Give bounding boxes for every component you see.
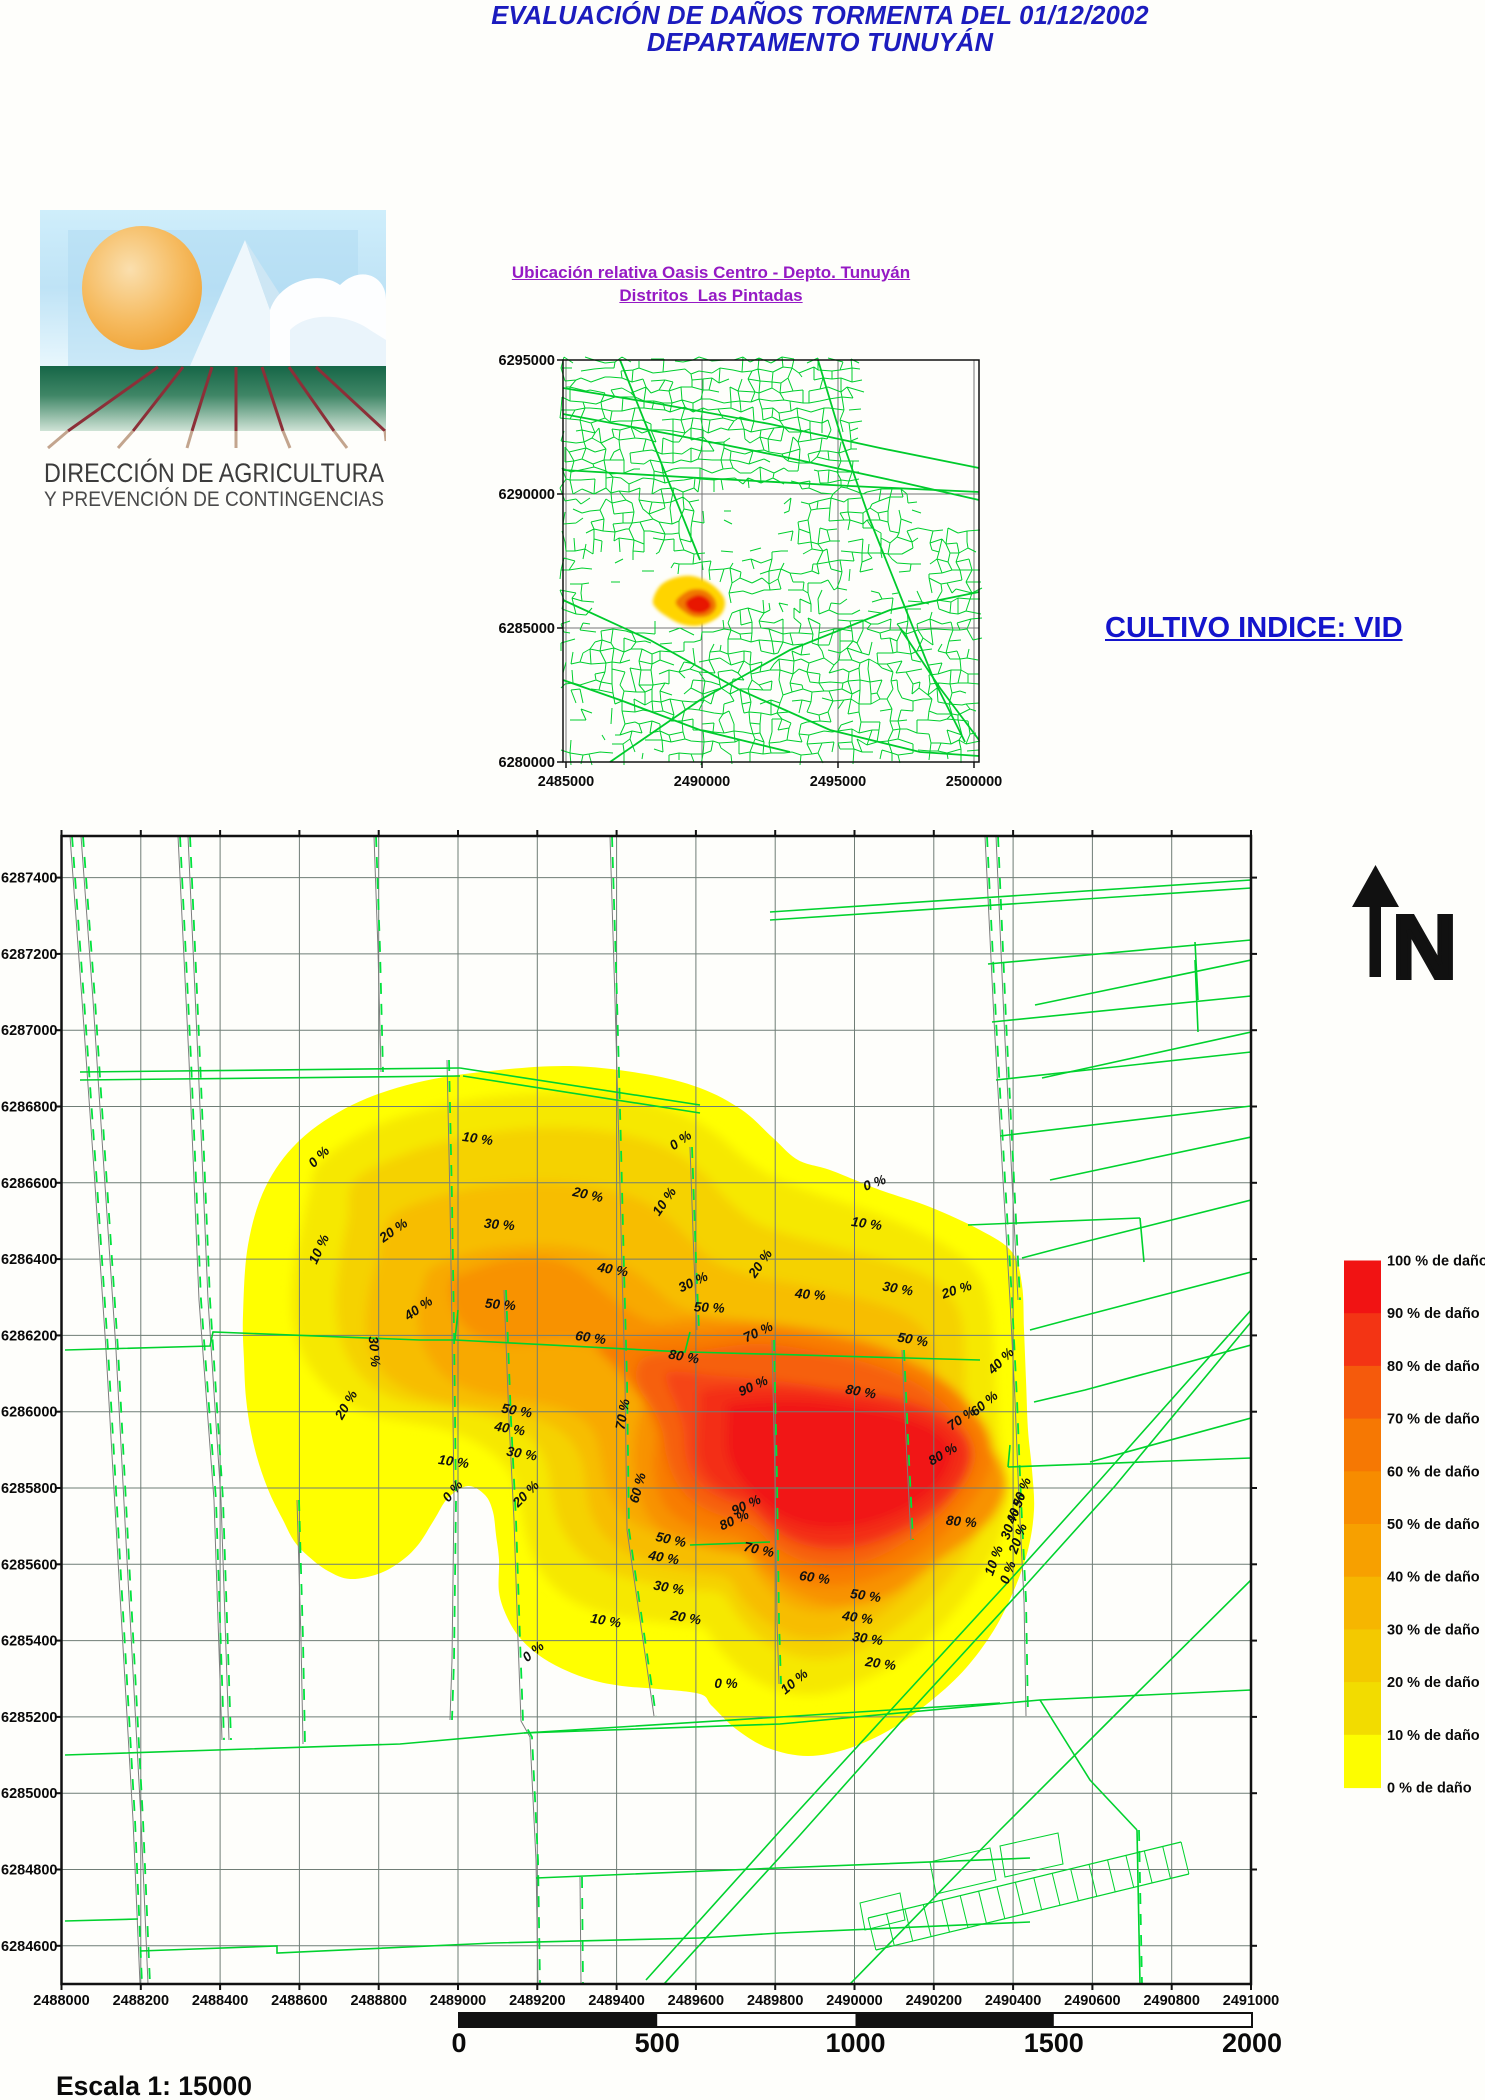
svg-text:40 %: 40 % <box>840 1608 874 1627</box>
svg-text:6286800: 6286800 <box>1 1100 57 1116</box>
svg-text:6290000: 6290000 <box>499 487 555 503</box>
svg-text:6287000: 6287000 <box>1 1023 57 1039</box>
svg-text:50 % de daño: 50 % de daño <box>1387 1517 1480 1533</box>
svg-text:0 %: 0 % <box>714 1676 737 1691</box>
svg-text:6285000: 6285000 <box>499 621 555 637</box>
svg-text:6284600: 6284600 <box>1 1939 57 1955</box>
svg-text:90 % de daño: 90 % de daño <box>1387 1306 1480 1322</box>
svg-text:60 %: 60 % <box>798 1568 831 1587</box>
svg-text:6287400: 6287400 <box>1 871 57 887</box>
svg-text:10 %: 10 % <box>850 1214 883 1233</box>
svg-text:2485000: 2485000 <box>538 774 594 790</box>
svg-text:2500000: 2500000 <box>946 774 1002 790</box>
svg-text:2491000: 2491000 <box>1223 1993 1279 2009</box>
svg-text:70 % de daño: 70 % de daño <box>1387 1412 1480 1428</box>
svg-text:70 %: 70 % <box>742 1539 775 1560</box>
svg-text:20 %: 20 % <box>863 1654 897 1673</box>
svg-text:10 %: 10 % <box>589 1611 622 1631</box>
svg-text:2489600: 2489600 <box>668 1993 724 2009</box>
svg-text:30 %: 30 % <box>851 1629 884 1648</box>
svg-text:20 %: 20 % <box>668 1607 702 1627</box>
svg-text:2488000: 2488000 <box>33 1993 89 2009</box>
svg-text:6295000: 6295000 <box>499 353 555 369</box>
svg-text:60 %: 60 % <box>574 1328 607 1347</box>
svg-text:6286600: 6286600 <box>1 1176 57 1192</box>
svg-text:50 %: 50 % <box>500 1401 533 1421</box>
svg-text:DIRECCIÓN DE AGRICULTURA: DIRECCIÓN DE AGRICULTURA <box>44 457 384 488</box>
svg-text:20 %: 20 % <box>570 1184 604 1205</box>
svg-text:1500: 1500 <box>1024 2028 1084 2058</box>
svg-text:10 %: 10 % <box>437 1452 470 1471</box>
svg-text:0 %: 0 % <box>997 1559 1019 1586</box>
svg-text:2000: 2000 <box>1222 2028 1282 2058</box>
svg-text:0 %: 0 % <box>861 1172 888 1194</box>
svg-text:2495000: 2495000 <box>810 774 866 790</box>
svg-text:50 %: 50 % <box>896 1330 929 1350</box>
svg-text:40 %: 40 % <box>492 1418 526 1438</box>
svg-text:6286400: 6286400 <box>1 1252 57 1268</box>
svg-text:50 %: 50 % <box>693 1299 725 1316</box>
svg-text:2490600: 2490600 <box>1064 1993 1120 2009</box>
svg-text:80 %: 80 % <box>945 1513 977 1531</box>
svg-text:2490000: 2490000 <box>674 774 730 790</box>
svg-text:6287200: 6287200 <box>1 947 57 963</box>
svg-text:60 % de daño: 60 % de daño <box>1387 1464 1480 1480</box>
svg-text:80 %: 80 % <box>667 1347 700 1367</box>
svg-text:2488200: 2488200 <box>113 1993 169 2009</box>
svg-text:40 %: 40 % <box>646 1547 680 1567</box>
svg-text:80 %: 80 % <box>844 1382 877 1402</box>
svg-text:2489200: 2489200 <box>509 1993 565 2009</box>
svg-text:30 %: 30 % <box>881 1279 914 1299</box>
svg-text:6285800: 6285800 <box>1 1481 57 1497</box>
svg-text:0 % de daño: 0 % de daño <box>1387 1781 1472 1797</box>
svg-text:6285400: 6285400 <box>1 1634 57 1650</box>
svg-text:6286000: 6286000 <box>1 1405 57 1421</box>
svg-text:2490000: 2490000 <box>826 1993 882 2009</box>
svg-text:20 % de daño: 20 % de daño <box>1387 1675 1480 1691</box>
svg-text:Y PREVENCIÓN DE CONTINGENCIAS: Y PREVENCIÓN DE CONTINGENCIAS <box>44 488 384 511</box>
svg-text:2490200: 2490200 <box>906 1993 962 2009</box>
svg-text:6286200: 6286200 <box>1 1328 57 1344</box>
svg-text:50 %: 50 % <box>654 1529 687 1550</box>
svg-text:30 % de daño: 30 % de daño <box>1387 1622 1480 1638</box>
svg-text:100 % de daño: 100 % de daño <box>1387 1254 1485 1270</box>
svg-text:30 %: 30 % <box>505 1444 538 1464</box>
svg-text:2489000: 2489000 <box>430 1993 486 2009</box>
svg-text:2488400: 2488400 <box>192 1993 248 2009</box>
svg-text:50 %: 50 % <box>849 1586 882 1605</box>
svg-text:2489800: 2489800 <box>747 1993 803 2009</box>
svg-text:0: 0 <box>451 2028 466 2058</box>
svg-text:6284800: 6284800 <box>1 1863 57 1879</box>
svg-text:2490800: 2490800 <box>1143 1993 1199 2009</box>
svg-text:500: 500 <box>635 2028 680 2058</box>
svg-text:10 % de daño: 10 % de daño <box>1387 1728 1480 1744</box>
svg-text:2489400: 2489400 <box>588 1993 644 2009</box>
svg-text:2488800: 2488800 <box>350 1993 406 2009</box>
svg-text:30 %: 30 % <box>366 1336 384 1368</box>
svg-text:2488600: 2488600 <box>271 1993 327 2009</box>
svg-text:N: N <box>1392 898 1457 998</box>
svg-text:30 %: 30 % <box>483 1216 515 1234</box>
svg-text:6285200: 6285200 <box>1 1710 57 1726</box>
svg-text:80 % de daño: 80 % de daño <box>1387 1359 1480 1375</box>
svg-text:10 %: 10 % <box>461 1129 494 1148</box>
svg-text:2490400: 2490400 <box>985 1993 1041 2009</box>
svg-text:30 %: 30 % <box>652 1578 685 1598</box>
svg-text:6285000: 6285000 <box>1 1786 57 1802</box>
svg-text:40 % de daño: 40 % de daño <box>1387 1570 1480 1586</box>
svg-text:6285600: 6285600 <box>1 1557 57 1573</box>
svg-text:50 %: 50 % <box>484 1296 516 1314</box>
svg-text:1000: 1000 <box>825 2028 885 2058</box>
svg-text:70 %: 70 % <box>613 1398 633 1431</box>
svg-text:40 %: 40 % <box>595 1259 629 1279</box>
svg-text:40 %: 40 % <box>793 1286 826 1304</box>
svg-text:6280000: 6280000 <box>499 755 555 771</box>
